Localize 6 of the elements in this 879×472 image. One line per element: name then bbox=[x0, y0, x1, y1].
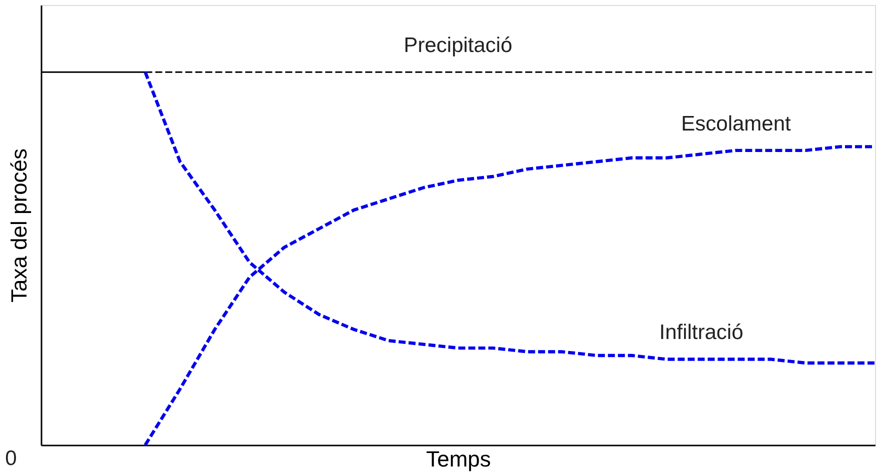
y-axis-title: Taxa del procés bbox=[6, 148, 32, 303]
text: 0 bbox=[5, 447, 17, 470]
series-label: Escolament bbox=[681, 112, 792, 136]
series-label: Infiltració bbox=[659, 321, 744, 344]
x-axis-title: Temps bbox=[426, 446, 491, 472]
series-label: Precipitació bbox=[404, 34, 512, 58]
